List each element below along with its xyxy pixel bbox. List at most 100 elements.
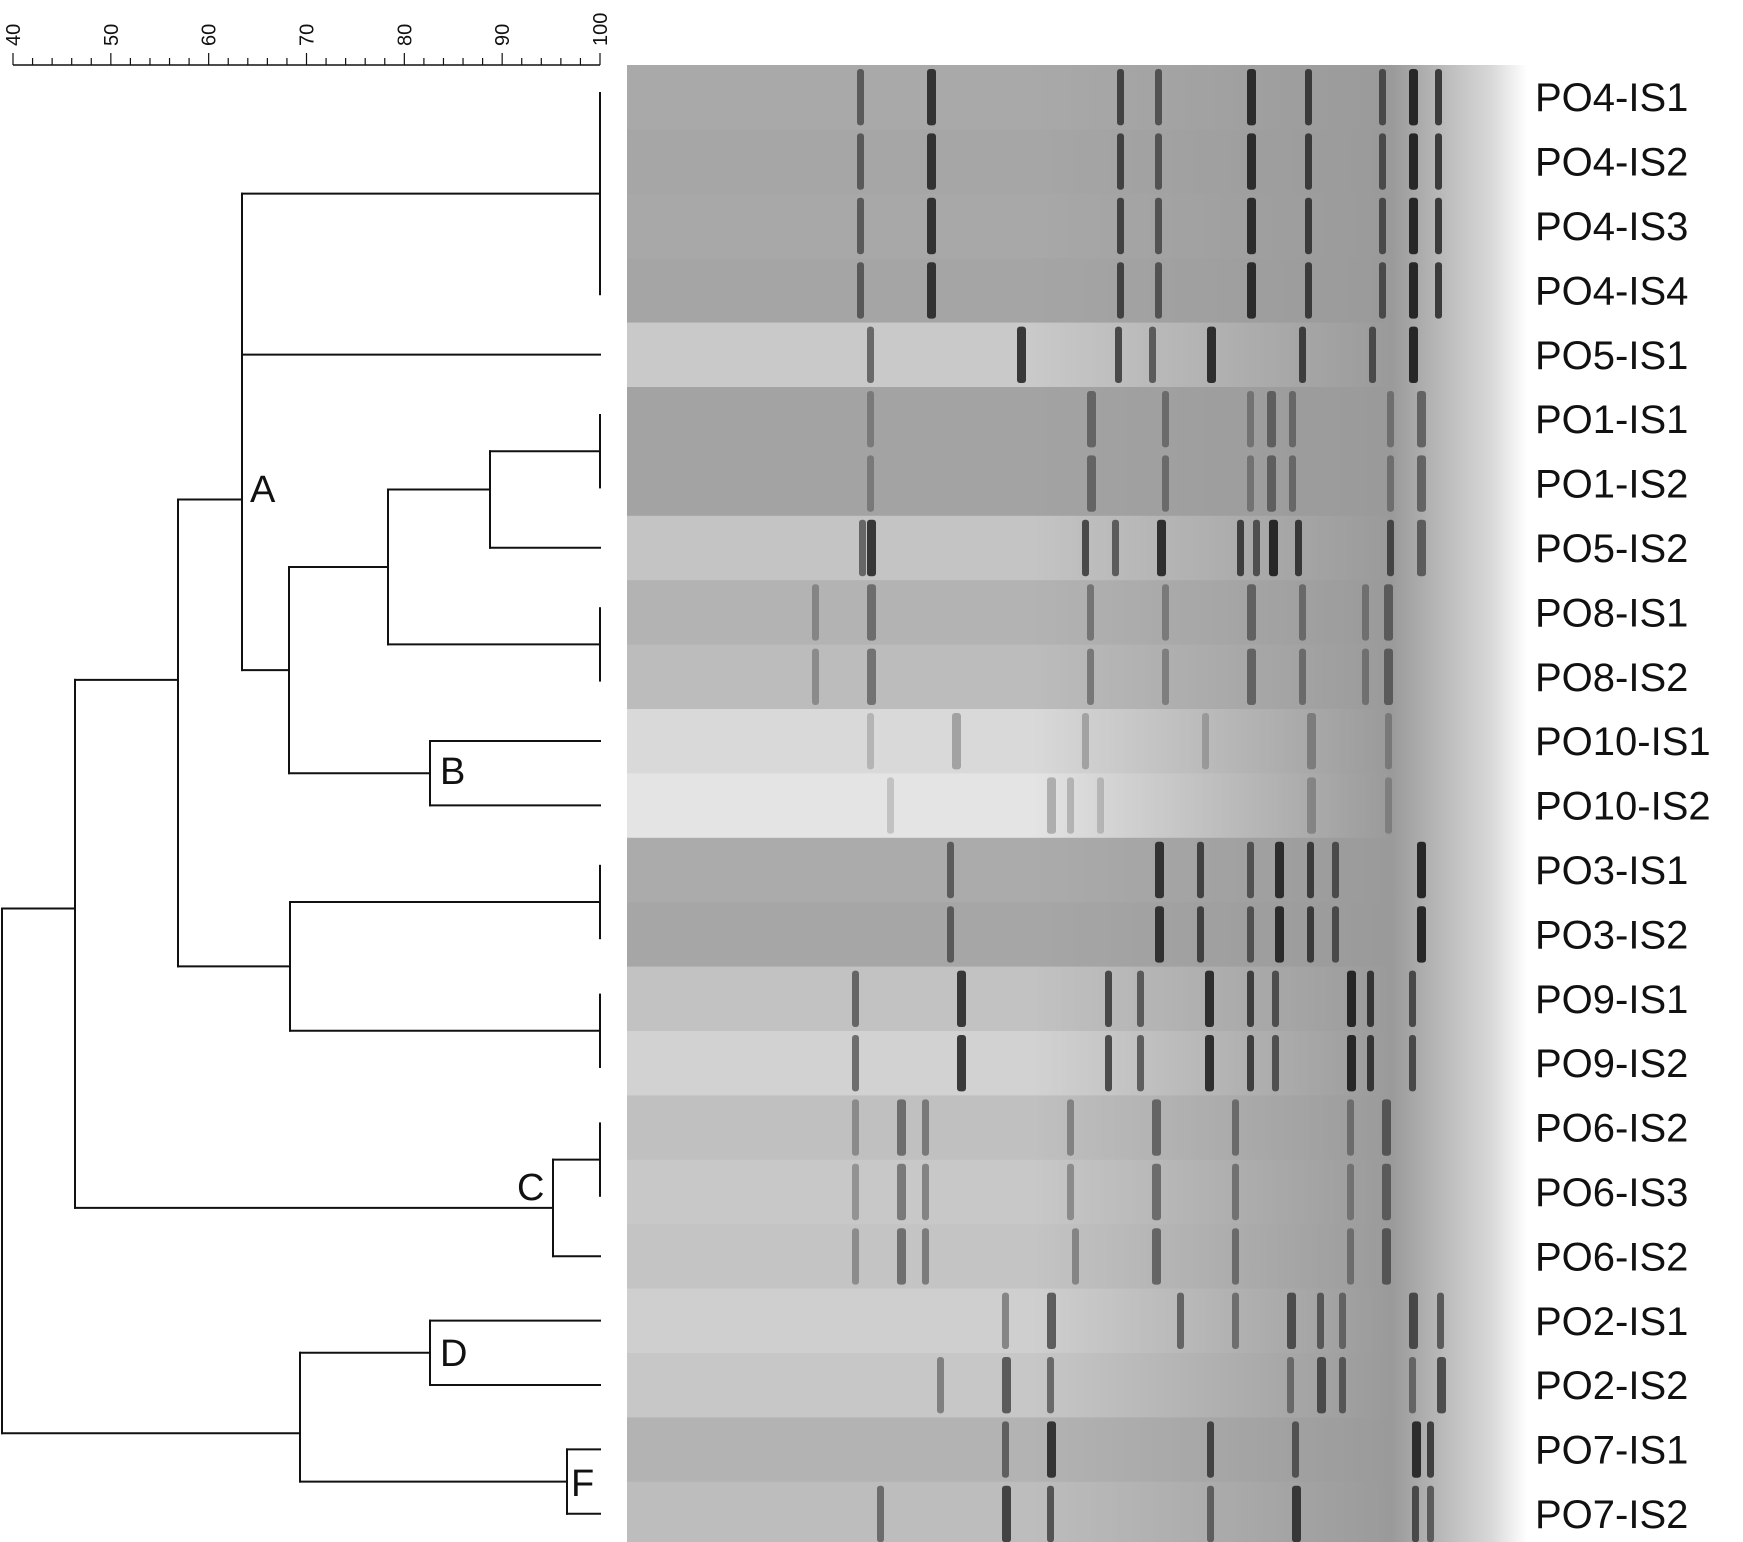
gel-band	[1299, 584, 1306, 641]
gel-lane-background	[627, 902, 1527, 968]
gel-band	[1437, 1292, 1444, 1349]
gel-band	[859, 519, 866, 577]
gel-band	[1097, 777, 1104, 834]
gel-band	[1427, 1421, 1434, 1478]
gel-band	[877, 1485, 884, 1542]
gel-band	[1367, 1035, 1374, 1092]
gel-band	[1387, 455, 1394, 512]
gel-band	[887, 777, 894, 834]
scale-tick-label: 50	[101, 24, 123, 46]
gel-band	[1305, 262, 1312, 319]
sample-label: PO2-IS1	[1535, 1300, 1688, 1344]
gel-band	[1317, 1292, 1324, 1349]
gel-band	[1409, 197, 1418, 255]
gel-band	[1382, 1099, 1391, 1156]
scale-tick-label: 40	[3, 24, 25, 46]
gel-band	[1232, 1099, 1239, 1156]
cluster-label: B	[440, 751, 465, 793]
sample-label: PO1-IS2	[1535, 463, 1688, 507]
gel-band	[1112, 519, 1119, 577]
gel-band	[1367, 970, 1374, 1027]
gel-band	[1292, 1421, 1299, 1478]
gel-band	[1232, 1292, 1239, 1349]
gel-band	[947, 841, 954, 899]
gel-band	[1272, 970, 1279, 1027]
gel-band	[1427, 1485, 1434, 1542]
gel-band	[1205, 1035, 1214, 1092]
gel-band	[937, 1357, 944, 1414]
gel-band	[922, 1163, 929, 1221]
gel-band	[1067, 777, 1074, 834]
gel-lane-background	[627, 1417, 1527, 1483]
sample-label: PO2-IS2	[1535, 1364, 1688, 1408]
gel-band	[1232, 1163, 1239, 1221]
gel-band	[852, 1099, 859, 1156]
scale-tick-label: 70	[297, 24, 319, 46]
gel-band	[1267, 391, 1276, 448]
gel-band	[1307, 906, 1314, 963]
gel-band	[1362, 584, 1369, 641]
gel-band	[1339, 1357, 1346, 1414]
gel-band	[1347, 1228, 1354, 1285]
gel-lane-background	[627, 515, 1527, 581]
gel-lane-background	[627, 773, 1527, 839]
gel-band	[1017, 326, 1026, 383]
gel-band	[1082, 519, 1089, 577]
gel-band	[1117, 262, 1124, 319]
sample-labels: PO4-IS1 PO4-IS2 PO4-IS3 PO4-IS4 PO5-IS1 PO1-I…	[1535, 76, 1711, 1537]
gel-band	[1155, 197, 1162, 255]
cluster-label: D	[440, 1333, 467, 1375]
gel-band	[922, 1099, 929, 1156]
gel-band	[1339, 1292, 1346, 1349]
gel-band	[922, 1228, 929, 1285]
gel-lane-background	[627, 1031, 1527, 1096]
gel-band	[857, 262, 864, 319]
gel-band	[1152, 1099, 1161, 1156]
gel-lane	[627, 387, 1527, 452]
gel-band	[1417, 906, 1426, 963]
gel-band	[1247, 970, 1254, 1027]
gel-band	[852, 1228, 859, 1285]
gel-band	[1287, 1357, 1294, 1414]
gel-band	[1047, 777, 1056, 834]
gel-lane	[627, 322, 1527, 388]
gel-band	[1247, 455, 1254, 512]
sample-label: PO4-IS3	[1535, 205, 1688, 249]
gel-lane-background	[627, 837, 1527, 903]
gel-band	[1275, 841, 1284, 899]
gel-band	[1435, 197, 1442, 255]
gel-lane	[627, 1159, 1527, 1225]
gel-image	[627, 65, 1527, 1542]
gel-band	[1152, 1163, 1161, 1221]
gel-band	[1237, 519, 1244, 577]
sample-label: PO8-IS2	[1535, 656, 1688, 700]
gel-band	[1275, 906, 1284, 963]
gel-band	[1162, 455, 1169, 512]
gel-band	[1382, 1163, 1391, 1221]
gel-band	[812, 648, 819, 705]
gel-lane	[627, 837, 1527, 903]
gel-band	[1002, 1485, 1011, 1542]
gel-band	[1384, 648, 1393, 705]
gel-band	[1307, 841, 1314, 899]
sample-label: PO6-IS2	[1535, 1235, 1688, 1279]
gel-band	[1299, 326, 1306, 383]
gel-band	[1067, 1099, 1074, 1156]
gel-lane	[627, 644, 1527, 710]
gel-band	[1272, 1035, 1279, 1092]
gel-band	[1247, 1035, 1254, 1092]
gel-band	[1332, 841, 1339, 899]
cluster-label: C	[517, 1167, 544, 1209]
gel-band	[1072, 1228, 1079, 1285]
gel-lane-background	[627, 193, 1527, 259]
gel-band	[1152, 1228, 1161, 1285]
gel-lane-background	[627, 1353, 1527, 1418]
gel-band	[1409, 1357, 1416, 1414]
gel-lane-background	[627, 1481, 1527, 1542]
sample-label: PO4-IS4	[1535, 269, 1688, 313]
gel-band	[867, 713, 874, 770]
sample-label: PO4-IS2	[1535, 141, 1688, 185]
sample-label: PO7-IS1	[1535, 1429, 1688, 1473]
gel-band	[1409, 133, 1418, 190]
